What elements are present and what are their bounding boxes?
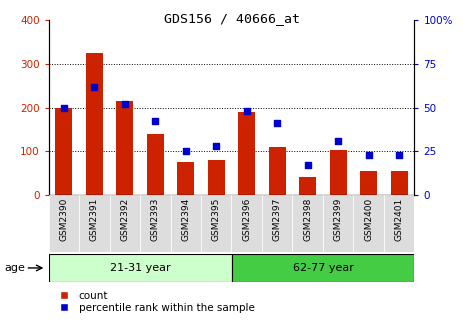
Bar <box>147 134 164 195</box>
Text: GSM2394: GSM2394 <box>181 198 190 241</box>
Point <box>213 143 220 149</box>
Text: GSM2396: GSM2396 <box>242 198 251 241</box>
Text: GSM2400: GSM2400 <box>364 198 373 241</box>
Text: GSM2391: GSM2391 <box>90 198 99 241</box>
Legend: count, percentile rank within the sample: count, percentile rank within the sample <box>54 291 255 313</box>
Text: GSM2395: GSM2395 <box>212 198 221 241</box>
Text: GSM2390: GSM2390 <box>59 198 69 241</box>
Bar <box>208 160 225 195</box>
Bar <box>49 195 79 252</box>
Text: GSM2397: GSM2397 <box>273 198 282 241</box>
Point <box>395 152 403 157</box>
Bar <box>86 53 103 195</box>
Bar <box>323 195 353 252</box>
Bar <box>201 195 232 252</box>
Bar <box>293 195 323 252</box>
Text: 21-31 year: 21-31 year <box>110 263 170 273</box>
Bar <box>330 150 347 195</box>
Text: GSM2393: GSM2393 <box>151 198 160 241</box>
Text: GSM2392: GSM2392 <box>120 198 129 241</box>
Point <box>274 121 281 126</box>
Bar <box>116 101 133 195</box>
Bar <box>49 254 232 282</box>
Bar <box>170 195 201 252</box>
Bar <box>140 195 170 252</box>
Bar <box>269 147 286 195</box>
Text: GDS156 / 40666_at: GDS156 / 40666_at <box>163 12 300 25</box>
Point <box>91 84 98 89</box>
Bar <box>299 177 316 195</box>
Bar <box>110 195 140 252</box>
Bar <box>262 195 293 252</box>
Point <box>243 108 250 114</box>
Point <box>151 119 159 124</box>
Text: GSM2401: GSM2401 <box>394 198 404 241</box>
Bar <box>56 108 72 195</box>
Text: GSM2399: GSM2399 <box>334 198 343 241</box>
Point <box>365 152 372 157</box>
Bar <box>232 195 262 252</box>
Bar <box>238 112 255 195</box>
Text: 62-77 year: 62-77 year <box>293 263 353 273</box>
Point <box>121 101 129 107</box>
Bar <box>391 171 407 195</box>
Text: GSM2398: GSM2398 <box>303 198 312 241</box>
Point <box>334 138 342 143</box>
Point <box>182 149 189 154</box>
Point <box>304 163 312 168</box>
Text: age: age <box>5 263 25 273</box>
Bar <box>360 171 377 195</box>
Bar <box>79 195 110 252</box>
Point <box>60 105 68 110</box>
Bar <box>384 195 414 252</box>
Bar <box>232 254 414 282</box>
Bar <box>353 195 384 252</box>
Bar <box>177 162 194 195</box>
